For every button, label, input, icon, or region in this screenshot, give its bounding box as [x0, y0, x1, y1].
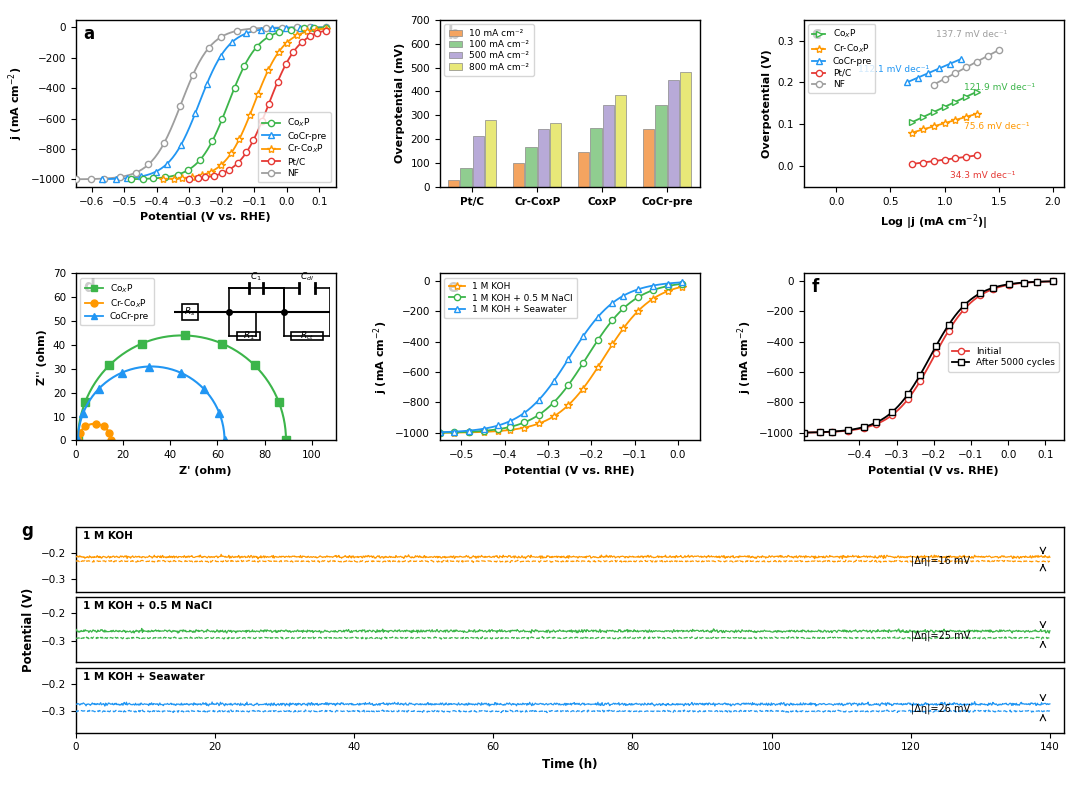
X-axis label: Log |j (mA cm$^{-2}$)|: Log |j (mA cm$^{-2}$)| — [880, 212, 987, 232]
Text: 34.3 mV dec⁻¹: 34.3 mV dec⁻¹ — [950, 171, 1015, 180]
Text: 75.6 mV dec⁻¹: 75.6 mV dec⁻¹ — [964, 122, 1029, 131]
Text: 1 M KOH: 1 M KOH — [82, 531, 133, 541]
Text: 1 M KOH + Seawater: 1 M KOH + Seawater — [82, 672, 204, 682]
Bar — [513, 163, 525, 187]
Text: e: e — [447, 278, 459, 296]
Text: 1 M KOH + 0.5 M NaCl: 1 M KOH + 0.5 M NaCl — [82, 601, 212, 611]
X-axis label: Potential (V vs. RHE): Potential (V vs. RHE) — [868, 466, 999, 476]
X-axis label: Potential (V vs. RHE): Potential (V vs. RHE) — [504, 466, 635, 476]
Text: 137.7 mV dec⁻¹: 137.7 mV dec⁻¹ — [936, 30, 1008, 40]
Y-axis label: Overpotential (mV): Overpotential (mV) — [395, 44, 405, 163]
Y-axis label: j (mA cm$^{-2}$): j (mA cm$^{-2}$) — [735, 320, 754, 394]
Bar — [615, 96, 626, 187]
Y-axis label: Potential (V): Potential (V) — [22, 588, 35, 672]
Bar — [643, 129, 654, 187]
X-axis label: Z' (ohm): Z' (ohm) — [179, 466, 232, 476]
Bar — [550, 123, 562, 187]
Text: f: f — [811, 278, 819, 296]
Y-axis label: j (mA cm$^{-2}$): j (mA cm$^{-2}$) — [370, 320, 390, 394]
Bar — [603, 105, 615, 187]
Text: d: d — [83, 278, 95, 296]
Y-axis label: Z'' (ohm): Z'' (ohm) — [37, 329, 48, 385]
Bar — [473, 135, 484, 187]
Bar — [578, 151, 590, 187]
Text: b: b — [447, 25, 459, 43]
Legend: Co$_X$P, CoCr-pre, Cr-Co$_X$P, Pt/C, NF: Co$_X$P, CoCr-pre, Cr-Co$_X$P, Pt/C, NF — [258, 112, 332, 182]
Y-axis label: Overpotential (V): Overpotential (V) — [762, 49, 772, 158]
Bar — [680, 71, 691, 187]
Legend: Initial, After 5000 cycles: Initial, After 5000 cycles — [948, 342, 1059, 371]
Legend: 1 M KOH, 1 M KOH + 0.5 M NaCl, 1 M KOH + Seawater: 1 M KOH, 1 M KOH + 0.5 M NaCl, 1 M KOH +… — [444, 278, 578, 318]
Text: |Δη|=26 mV: |Δη|=26 mV — [910, 704, 970, 714]
Legend: Co$_X$P, Cr-Co$_X$P, CoCr-pre: Co$_X$P, Cr-Co$_X$P, CoCr-pre — [80, 278, 153, 326]
Text: |Δη|=25 mV: |Δη|=25 mV — [910, 630, 970, 641]
Bar — [538, 129, 549, 187]
Legend: 10 mA cm⁻², 100 mA cm⁻², 500 mA cm⁻², 800 mA cm⁻²: 10 mA cm⁻², 100 mA cm⁻², 500 mA cm⁻², 80… — [444, 25, 534, 76]
Text: g: g — [22, 522, 33, 539]
Text: 112.1 mV dec⁻¹: 112.1 mV dec⁻¹ — [858, 65, 929, 74]
X-axis label: Potential (V vs. RHE): Potential (V vs. RHE) — [140, 212, 271, 223]
X-axis label: Time (h): Time (h) — [542, 758, 597, 771]
Bar — [485, 120, 497, 187]
Bar — [460, 168, 472, 187]
Bar — [591, 128, 602, 187]
Text: c: c — [811, 25, 822, 43]
Bar — [656, 105, 666, 187]
Text: |Δη|=16 mV: |Δη|=16 mV — [910, 555, 970, 565]
Bar — [667, 80, 679, 187]
Text: a: a — [83, 25, 95, 43]
Bar — [525, 147, 537, 187]
Bar — [448, 180, 459, 187]
Y-axis label: j (mA cm$^{-2}$): j (mA cm$^{-2}$) — [6, 67, 26, 140]
Text: 121.9 mV dec⁻¹: 121.9 mV dec⁻¹ — [964, 82, 1036, 92]
Legend: Co$_X$P, Cr-Co$_X$P, CoCr-pre, Pt/C, NF: Co$_X$P, Cr-Co$_X$P, CoCr-pre, Pt/C, NF — [808, 25, 876, 93]
